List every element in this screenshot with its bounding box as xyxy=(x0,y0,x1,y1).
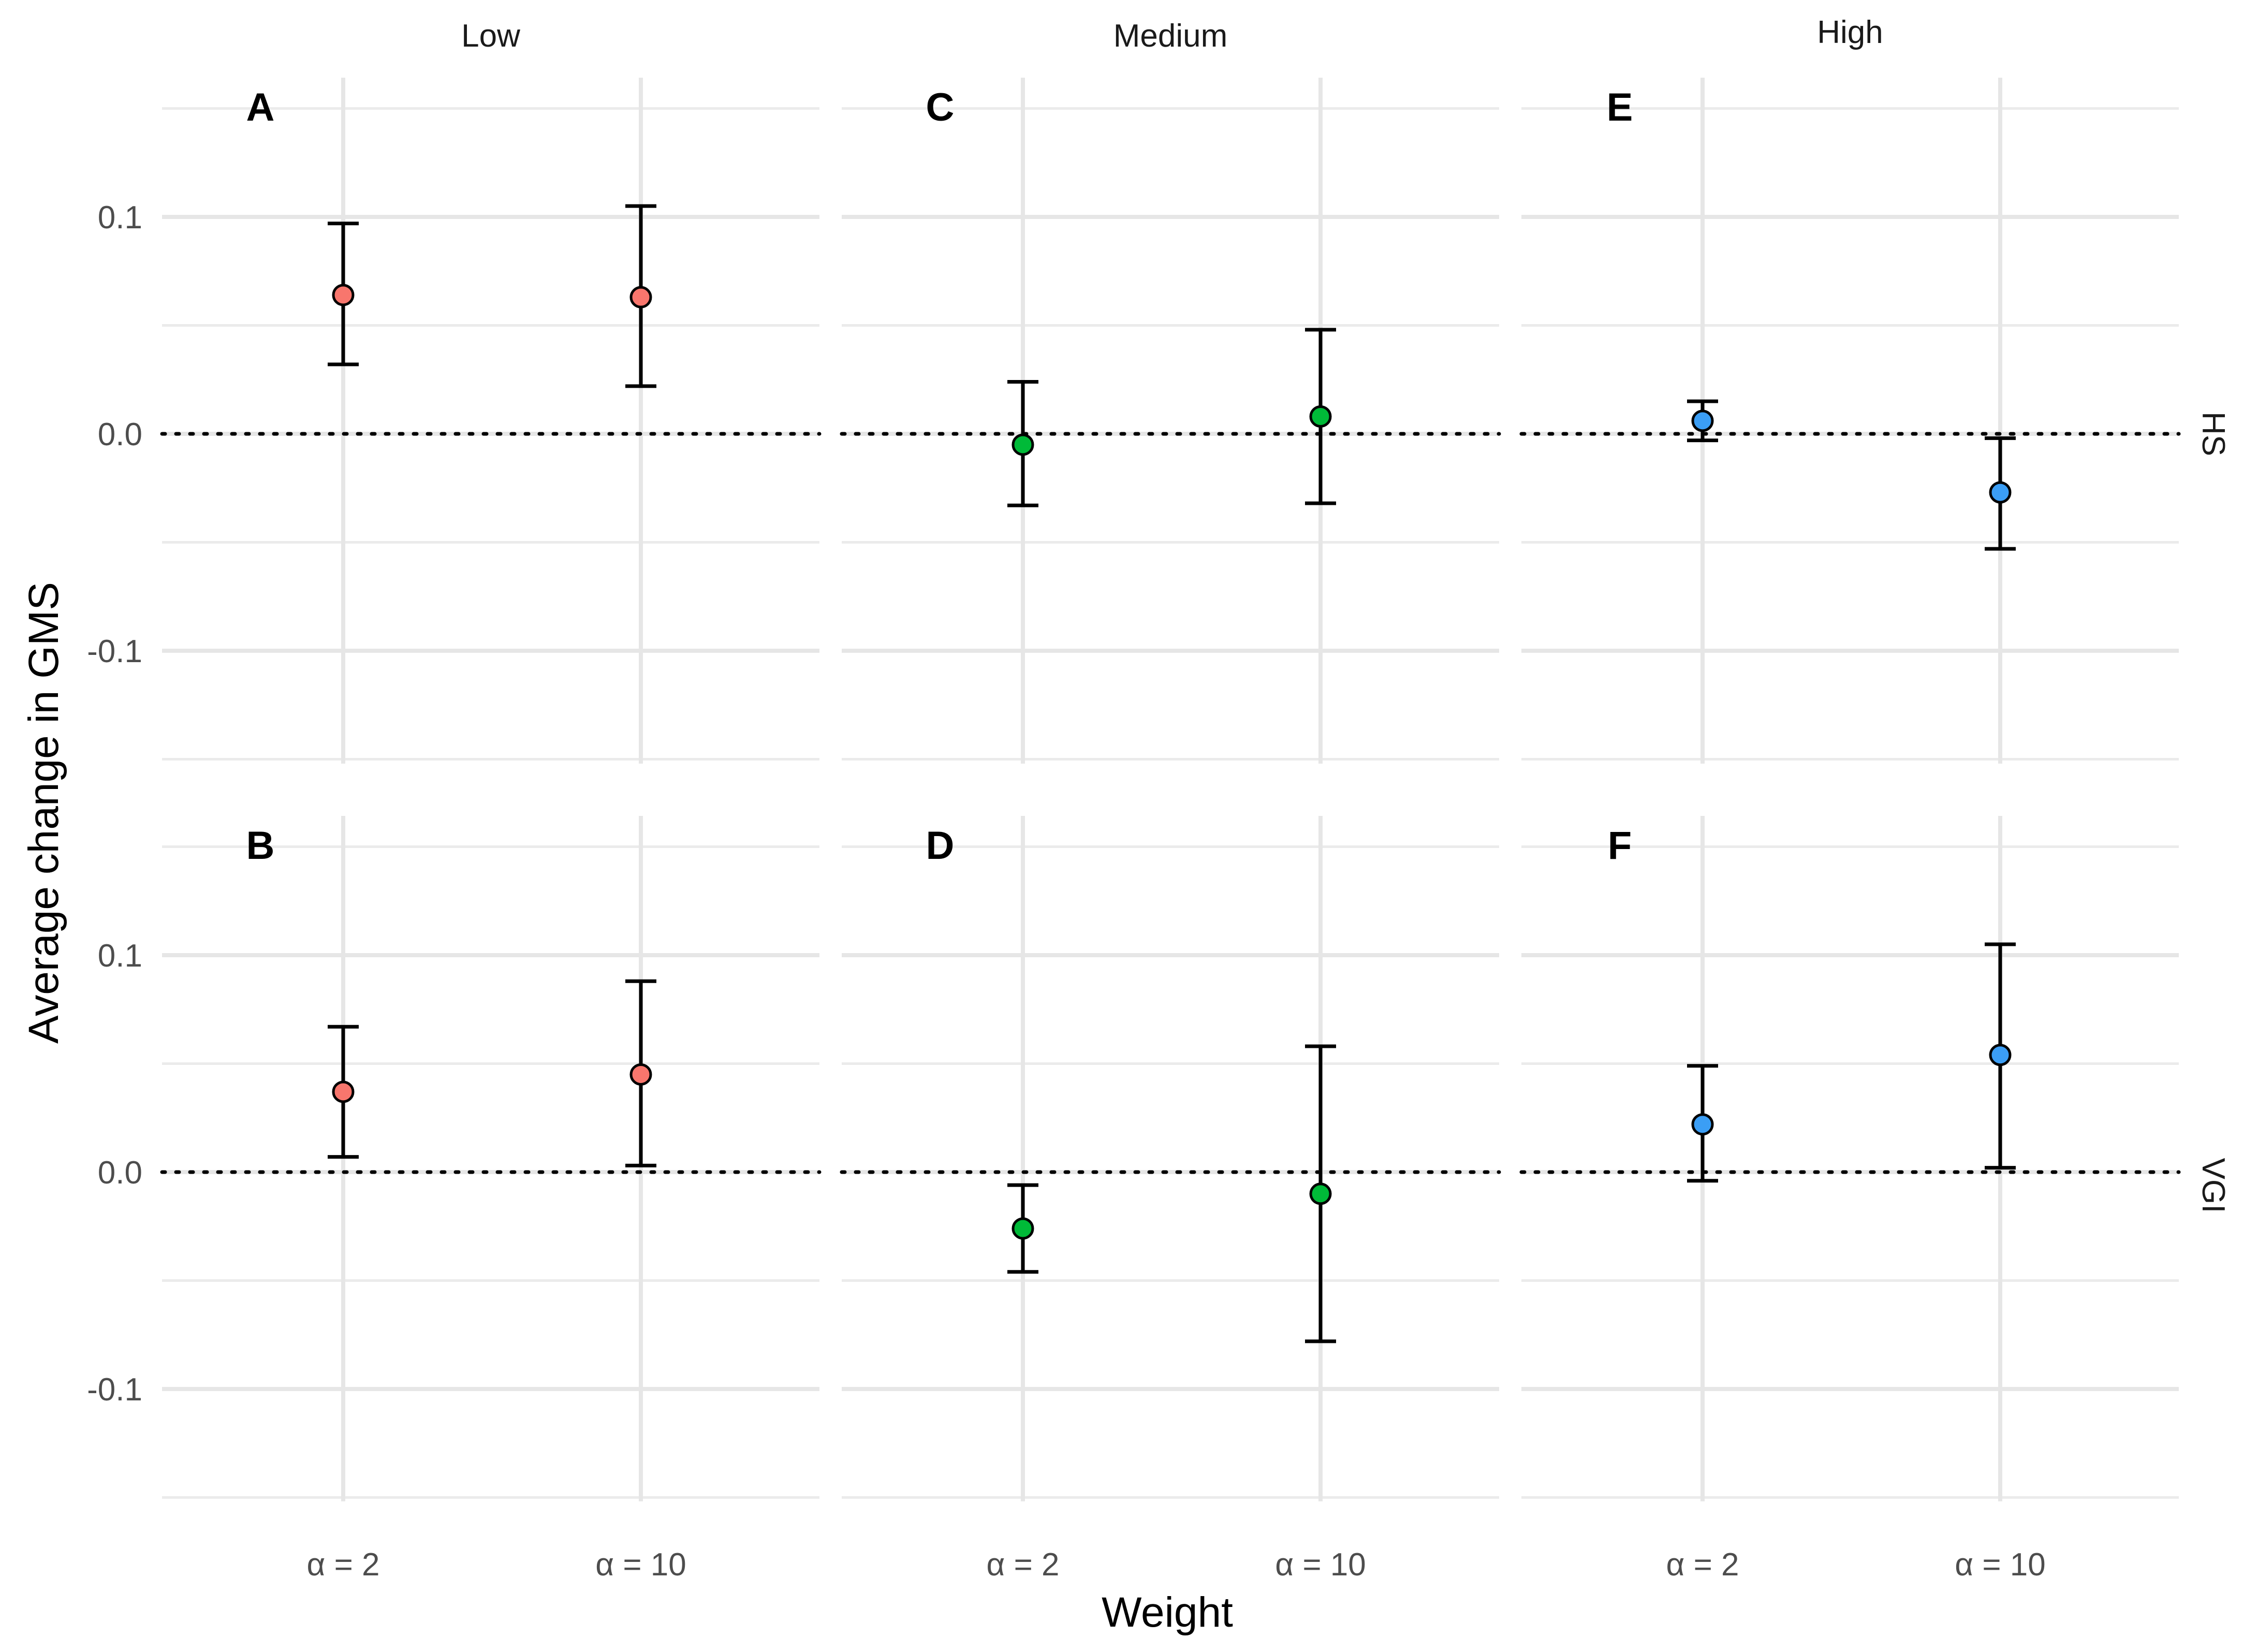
data-point xyxy=(629,286,652,309)
panel-tag: D xyxy=(926,824,955,868)
x-tick-label: α = 10 xyxy=(1955,1547,2045,1583)
x-axis-title: Weight xyxy=(1102,1589,1233,1636)
x-tick-label: α = 10 xyxy=(1275,1547,1366,1583)
data-point xyxy=(1989,481,2012,504)
data-point xyxy=(332,1080,355,1103)
points xyxy=(332,284,2012,1240)
y-tick-label: 0.0 xyxy=(98,417,142,452)
y-tick-label: -0.1 xyxy=(87,634,142,669)
data-point xyxy=(629,1063,652,1086)
data-point xyxy=(1309,405,1332,428)
data-point xyxy=(1011,433,1034,456)
panel-tag: C xyxy=(926,85,955,129)
x-tick-label: α = 10 xyxy=(595,1547,686,1583)
x-tick-label: α = 2 xyxy=(987,1547,1060,1583)
panel-tag: F xyxy=(1608,824,1632,868)
data-point xyxy=(1691,1113,1714,1136)
panel-tag: B xyxy=(246,824,275,868)
column-strip-label: High xyxy=(1817,14,1883,50)
reference-lines xyxy=(160,432,2181,1174)
labels: 0.1 0.0 -0.1 0.1 0.0 -0.1 α = 2 α = 10 α = 2 α = … xyxy=(87,14,2231,1583)
column-strip-label: Low xyxy=(461,18,520,54)
y-tick-label: 0.1 xyxy=(98,938,142,974)
y-axis-title: Average change in GMS xyxy=(20,582,67,1044)
panel-tag: A xyxy=(246,85,275,129)
data-point xyxy=(1011,1217,1034,1240)
column-strip-label: Medium xyxy=(1113,18,1228,54)
y-tick-label: 0.0 xyxy=(98,1155,142,1191)
y-tick-label: -0.1 xyxy=(87,1372,142,1408)
data-point xyxy=(1989,1044,2012,1066)
data-point xyxy=(332,284,355,306)
x-tick-label: α = 2 xyxy=(307,1547,380,1583)
data-point xyxy=(1691,410,1714,432)
row-strip-label: VGI xyxy=(2195,1158,2231,1214)
grid-layer xyxy=(162,78,2179,1501)
data-point xyxy=(1309,1182,1332,1205)
y-tick-label: 0.1 xyxy=(98,200,142,236)
panel-tag: E xyxy=(1607,85,1633,129)
x-tick-label: α = 2 xyxy=(1666,1547,1739,1583)
row-strip-label: HS xyxy=(2195,412,2231,456)
